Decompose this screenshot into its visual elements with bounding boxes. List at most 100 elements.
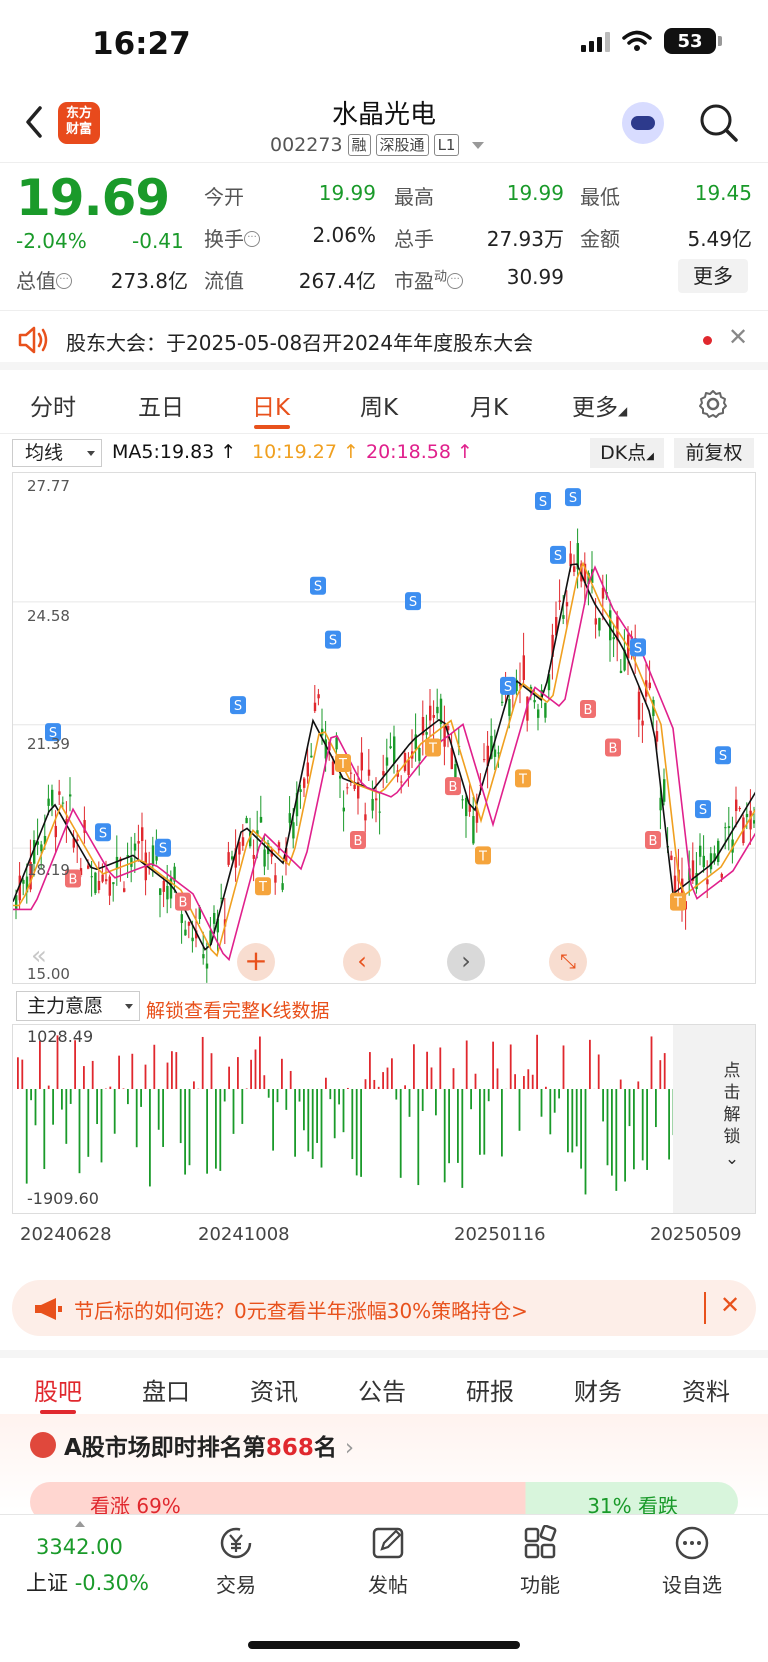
main-force-bar (333, 1089, 336, 1139)
zoom-out-button[interactable]: « (31, 941, 47, 971)
tab-monthly-k[interactable]: 月K (470, 395, 509, 421)
main-force-bar (404, 1085, 406, 1089)
side-unlock-button[interactable]: 点 击 解 锁 ⌄ (712, 1060, 752, 1170)
main-force-bar (540, 1089, 543, 1117)
main-force-bar (210, 1053, 213, 1089)
candle-body (727, 826, 731, 829)
dk-marker-S: S (500, 676, 516, 695)
main-force-bar (188, 1089, 191, 1166)
info-icon: ··· (447, 273, 464, 289)
back-arrow-icon[interactable] (22, 100, 46, 144)
tag-margin: 融 (347, 134, 371, 156)
sub-indicator-select[interactable]: 主力意愿 (16, 991, 140, 1021)
gear-icon[interactable] (697, 388, 729, 420)
candle-body (126, 855, 129, 858)
main-force-bar (589, 1039, 591, 1089)
tab-forum[interactable]: 股吧 (34, 1378, 82, 1406)
tab-financials[interactable]: 财务 (574, 1378, 622, 1406)
search-icon[interactable] (698, 102, 740, 144)
rank-card[interactable]: A股市场即时排名第868名 › 看涨 69% 31% 看跌 (0, 1414, 768, 1522)
status-icons: 53 (581, 28, 722, 54)
candle-body (335, 737, 338, 750)
main-force-bar (399, 1089, 402, 1178)
ai-assistant-icon[interactable] (622, 102, 664, 144)
nav-functions[interactable]: 功能 (490, 1524, 590, 1598)
candle-body (54, 825, 57, 838)
nav-post[interactable]: 发帖 (338, 1525, 438, 1598)
tab-five-day[interactable]: 五日 (138, 395, 184, 421)
nav-trade[interactable]: 交易 (186, 1525, 286, 1598)
main-force-bar (206, 1089, 208, 1174)
dk-point-button[interactable]: DK点◢ (590, 438, 664, 468)
more-button[interactable]: 更多 (678, 259, 748, 293)
main-force-bar (413, 1044, 415, 1089)
turnover-label[interactable]: 换手 ··· (204, 223, 260, 252)
index-label[interactable]: 上证 -0.30% (26, 1571, 149, 1595)
main-force-canvas (17, 1025, 755, 1213)
tab-profile[interactable]: 资料 (682, 1378, 730, 1406)
unlock-link[interactable]: 解锁查看完整K线数据 (146, 1000, 330, 1022)
candle-body (673, 875, 677, 893)
candle-body (551, 634, 554, 657)
main-force-bar (311, 1089, 314, 1159)
active-tab-indicator (254, 425, 290, 429)
y-label-3: 21.39 (27, 735, 70, 753)
app-logo[interactable]: 东方 财富 (58, 102, 100, 144)
info-icon: ··· (56, 273, 72, 289)
candle-body (169, 878, 173, 899)
dk-marker-B: B (580, 700, 596, 719)
svg-text:B: B (179, 896, 188, 911)
main-force-bar (338, 1089, 340, 1105)
main-force-bar (228, 1066, 230, 1089)
candle-body (238, 841, 241, 855)
candle-body (321, 728, 324, 736)
main-force-bar (391, 1058, 393, 1089)
candle-body (558, 600, 561, 602)
close-icon[interactable]: ✕ (728, 323, 749, 351)
close-icon[interactable]: ✕ (720, 1291, 741, 1319)
candle-body (403, 752, 407, 771)
main-force-bar (452, 1068, 455, 1089)
tab-daily-k[interactable]: 日K (252, 395, 291, 421)
dk-marker-S: S (45, 723, 61, 741)
svg-text:S: S (569, 491, 577, 506)
candle-body (378, 811, 381, 813)
add-button[interactable]: + (237, 943, 275, 981)
main-force-bar (245, 1088, 248, 1089)
tab-weekly-k[interactable]: 周K (360, 395, 399, 421)
tab-more[interactable]: 更多◢ (572, 395, 628, 421)
date-label: 20250116 (454, 1224, 546, 1245)
tab-research[interactable]: 研报 (466, 1378, 514, 1406)
candle-body (562, 615, 565, 619)
main-force-bar (531, 1074, 534, 1089)
main-force-bar (96, 1089, 98, 1125)
stock-name: 水晶光电 (331, 100, 436, 130)
nav-add-watchlist[interactable]: 设自选 (642, 1525, 742, 1598)
candle-body (306, 762, 309, 777)
candle-body (313, 702, 317, 712)
prev-button[interactable]: ‹ (343, 943, 381, 981)
index-value[interactable]: 3342.00 (36, 1535, 123, 1559)
tab-news[interactable]: 资讯 (250, 1378, 298, 1406)
main-force-bar (250, 1059, 252, 1089)
main-force-bar (386, 1067, 389, 1089)
next-button[interactable]: › (447, 943, 485, 981)
notice-bar[interactable]: 股东大会：于2025-05-08召开2024年年度股东大会 ✕ (0, 310, 768, 370)
main-force-bar (144, 1064, 147, 1089)
tab-orderbook[interactable]: 盘口 (142, 1378, 190, 1406)
pe-label[interactable]: 市盈动 ··· (394, 265, 464, 294)
promo-banner[interactable]: 节后标的如何选？0元查看半年涨幅30%策略持仓> ✕ (12, 1280, 756, 1336)
candle-body (533, 699, 536, 703)
main-force-bar (536, 1034, 538, 1089)
stock-subtitle[interactable]: 002273 融 深股通 L1 (270, 134, 485, 156)
indicator-select[interactable]: 均线 (12, 439, 102, 467)
main-force-bar (615, 1089, 618, 1191)
market-cap-label[interactable]: 总值 ··· (16, 265, 72, 294)
expand-button[interactable]: ⤡ (549, 943, 587, 981)
candle-body (274, 875, 277, 883)
forward-adjust-button[interactable]: 前复权 (674, 438, 754, 468)
tab-intraday[interactable]: 分时 (30, 395, 76, 421)
tab-announcements[interactable]: 公告 (358, 1378, 406, 1406)
candle-body (288, 813, 291, 823)
